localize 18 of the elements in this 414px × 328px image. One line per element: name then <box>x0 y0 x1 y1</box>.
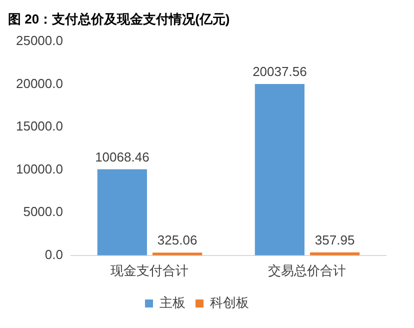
y-tick-label: 15000.0 <box>16 118 63 134</box>
y-tick-label: 0.0 <box>44 246 63 262</box>
data-label: 20037.56 <box>252 64 307 80</box>
chart-title: 图 20：支付总价及现金支付情况(亿元) <box>8 11 230 26</box>
y-tick-label: 5000.0 <box>23 204 63 220</box>
legend-label: 科创板 <box>210 295 249 310</box>
bar <box>254 84 304 256</box>
y-tick-label: 20000.0 <box>16 76 63 91</box>
bar <box>97 169 147 256</box>
x-tick-label: 现金支付合计 <box>110 262 189 278</box>
legend-label: 主板 <box>160 295 186 310</box>
data-label: 325.06 <box>157 232 198 248</box>
data-label: 10068.46 <box>95 149 150 164</box>
x-tick-label: 交易总价合计 <box>268 262 346 278</box>
y-tick-label: 10000.0 <box>16 161 63 176</box>
bar <box>152 252 202 256</box>
data-label: 357.95 <box>314 232 355 248</box>
y-tick-label: 25000.0 <box>16 33 63 48</box>
